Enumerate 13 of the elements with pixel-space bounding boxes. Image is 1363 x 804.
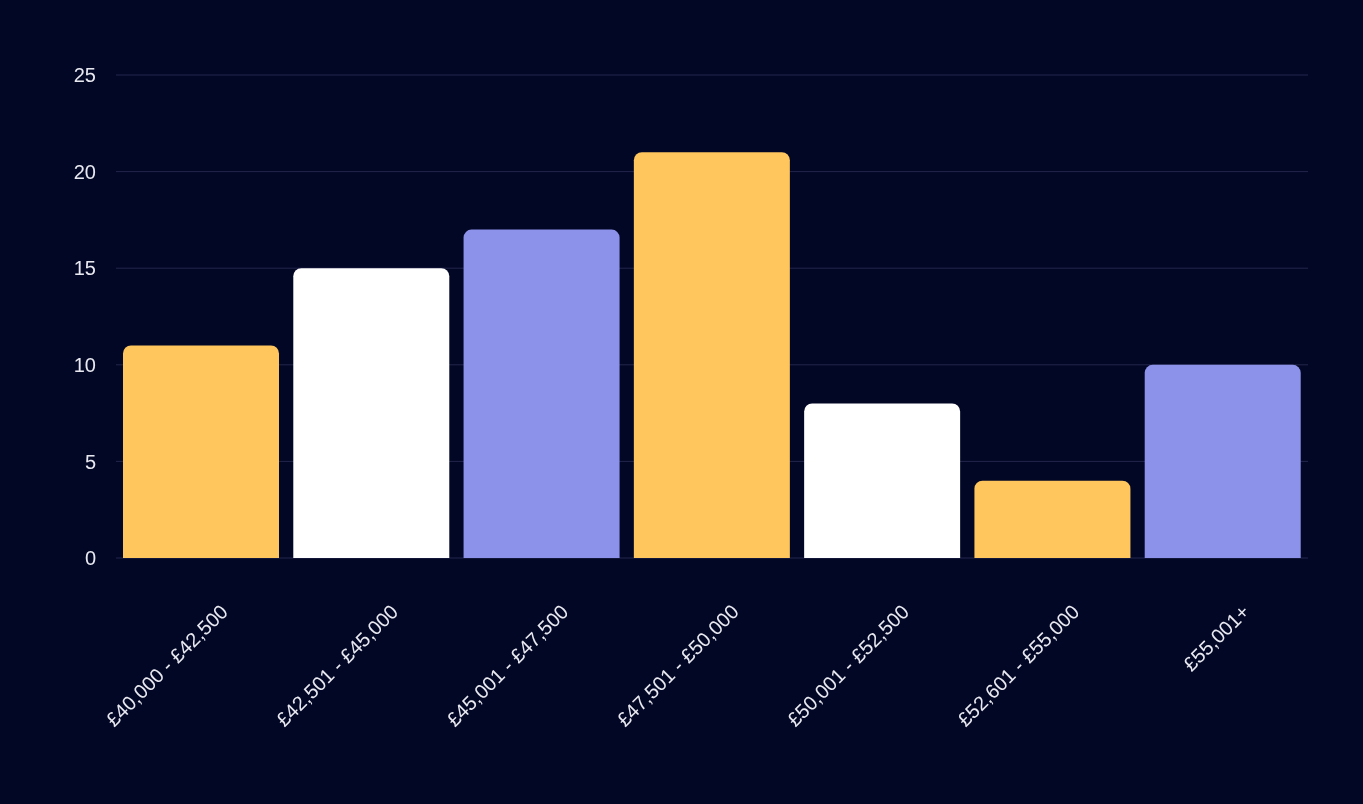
bar	[804, 403, 961, 558]
y-tick-label: 20	[73, 160, 96, 183]
y-tick-label: 25	[73, 64, 96, 87]
bar	[293, 268, 450, 558]
y-tick-label: 15	[73, 257, 96, 280]
bar	[463, 229, 620, 558]
y-tick-label: 10	[73, 353, 96, 376]
bar	[633, 152, 790, 558]
bar	[974, 480, 1131, 558]
y-tick-label: 0	[84, 547, 96, 570]
bar	[1144, 364, 1301, 558]
y-tick-label: 5	[84, 450, 96, 473]
bar	[123, 345, 279, 558]
